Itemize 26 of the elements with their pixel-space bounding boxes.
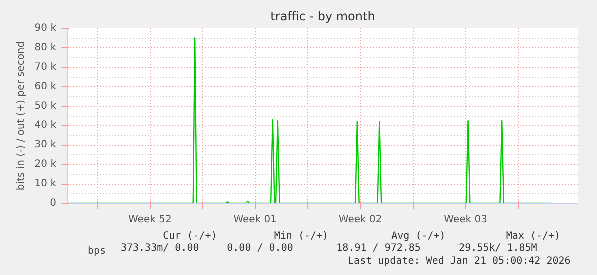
text: Max (-/+) [506,231,561,242]
text: 18.91 / 972.85 [336,243,421,254]
y-tick-label: 90 k [34,23,57,34]
text: Min (-/+) [274,231,329,242]
text: Last update: Wed Jan 21 05:00:42 2026 [348,256,571,267]
text: 0.00 / 0.00 [227,243,294,254]
chart-title: traffic - by month [270,10,376,24]
text: bps [88,246,108,257]
y-tick-label: 40 k [34,120,57,132]
x-tick-label: Week 02 [338,214,382,226]
y-axis-title: bits in (-) / out (+) per second [16,41,27,191]
y-tick-label: 70 k [34,62,57,73]
x-tick-label: Week 01 [234,214,278,226]
y-tick-label: 60 k [34,81,57,92]
text: Avg (-/+) [392,231,446,242]
text: 29.55k/ 1.85M [459,243,538,254]
text: Cur (-/+) [163,231,218,242]
text: 373.33m/ 0.00 [120,243,200,254]
y-tick-label: 80 k [34,42,57,54]
x-tick-label: Week 52 [128,214,172,226]
y-tick-label: 10 k [34,178,57,190]
y-tick-label: 0 [50,198,57,209]
y-tick-label: 30 k [34,140,57,151]
x-tick-label: Week 03 [444,214,488,226]
y-tick-label: 50 k [34,100,57,112]
y-tick-label: 20 k [34,159,57,170]
